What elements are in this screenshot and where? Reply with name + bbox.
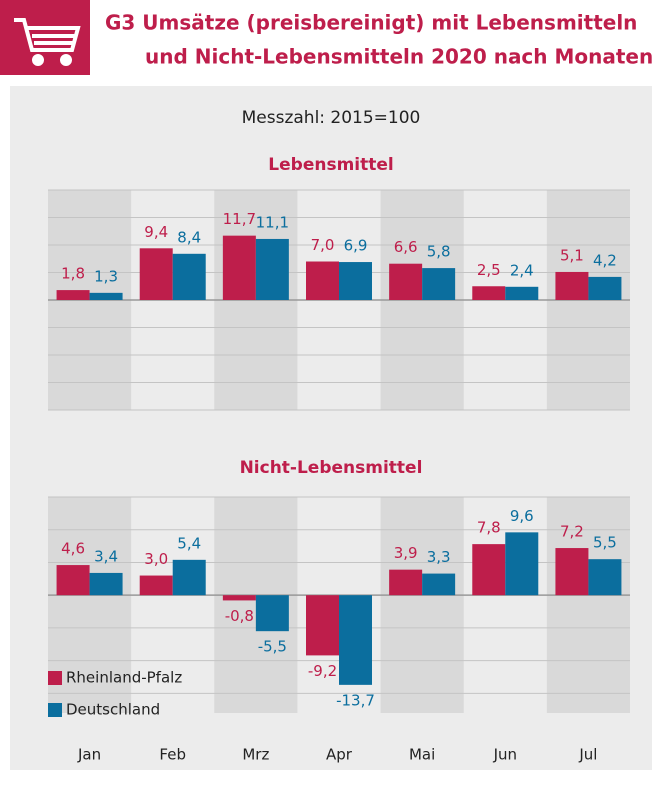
x-tick-label: Jun <box>493 746 517 764</box>
value-label: 5,1 <box>560 246 584 264</box>
bar <box>339 595 372 685</box>
bar <box>222 235 256 300</box>
value-label: 5,5 <box>593 534 617 552</box>
value-label: 5,8 <box>427 243 451 261</box>
bar <box>255 238 289 300</box>
value-label: 6,6 <box>394 238 418 256</box>
bar <box>422 573 456 596</box>
value-label: 6,9 <box>344 237 368 255</box>
value-label: 7,0 <box>311 236 335 254</box>
bar <box>139 248 173 300</box>
legend-label: Rheinland-Pfalz <box>66 669 182 687</box>
bar <box>339 262 372 300</box>
bar <box>555 271 589 300</box>
x-tick-label: Apr <box>326 746 353 764</box>
cart-icon <box>14 18 81 66</box>
bar <box>56 565 90 596</box>
bar <box>389 569 423 596</box>
bar <box>588 276 622 300</box>
value-label: 5,4 <box>177 534 201 552</box>
title-line: und Nicht-Lebensmitteln 2020 nach Monate… <box>145 45 653 69</box>
bar <box>505 532 539 596</box>
value-label: 7,8 <box>477 519 501 537</box>
legend-swatch <box>48 703 62 717</box>
bar <box>306 261 339 300</box>
value-label: 3,4 <box>94 547 118 565</box>
bar <box>472 286 506 300</box>
value-label: 3,3 <box>427 548 451 566</box>
bar <box>422 268 456 300</box>
title-line: G3 Umsätze (preisbereinigt) mit Lebensmi… <box>105 11 637 35</box>
bar <box>56 290 90 300</box>
bar <box>89 572 123 596</box>
column-shade <box>546 497 630 713</box>
bar <box>89 292 123 300</box>
value-label: 4,6 <box>61 540 85 558</box>
value-label: 11,1 <box>256 213 289 231</box>
x-tick-label: Feb <box>159 746 186 764</box>
x-tick-label: Mai <box>409 746 435 764</box>
x-tick-label: Jul <box>578 746 597 764</box>
bar <box>555 548 589 596</box>
value-label: 2,5 <box>477 261 501 279</box>
chart-title: Lebensmittel <box>268 155 393 175</box>
value-label: -0,8 <box>225 607 254 625</box>
value-label: 8,4 <box>177 228 201 246</box>
column-shade <box>380 497 464 713</box>
value-label: 2,4 <box>510 261 534 279</box>
bar <box>588 559 622 596</box>
bar <box>472 544 506 596</box>
bar <box>389 263 423 300</box>
value-label: 3,0 <box>144 550 168 568</box>
subtitle: Messzahl: 2015=100 <box>242 108 421 128</box>
value-label: 7,2 <box>560 523 584 541</box>
value-label: 3,9 <box>394 544 418 562</box>
x-tick-label: Mrz <box>242 746 269 764</box>
value-label: 9,6 <box>510 507 534 525</box>
bar <box>255 595 289 632</box>
value-label: 9,4 <box>144 223 168 241</box>
bar <box>222 595 256 601</box>
value-label: -13,7 <box>336 691 375 709</box>
bar <box>505 286 539 300</box>
legend-label: Deutschland <box>66 701 160 719</box>
value-label: -9,2 <box>308 662 337 680</box>
value-label: 1,8 <box>61 265 85 283</box>
bar <box>139 575 173 596</box>
x-tick-label: Jan <box>77 746 101 764</box>
chart-title: Nicht-Lebensmittel <box>240 458 423 478</box>
value-label: -5,5 <box>258 638 287 656</box>
value-label: 11,7 <box>223 210 256 228</box>
value-label: 1,3 <box>94 267 118 285</box>
bar <box>306 595 339 656</box>
bar <box>172 253 206 300</box>
bar <box>172 559 206 596</box>
legend-swatch <box>48 671 62 685</box>
value-label: 4,2 <box>593 251 617 269</box>
